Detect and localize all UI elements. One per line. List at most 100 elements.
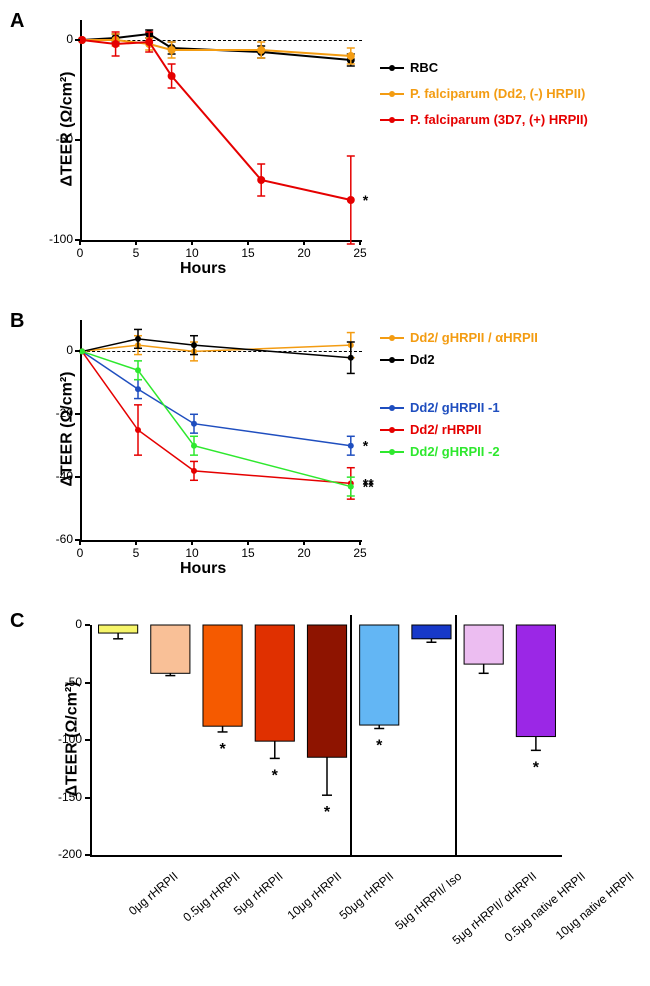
ytick-label: 0 (35, 32, 73, 46)
legend-label: Dd2/ gHRPII -1 (410, 400, 500, 415)
bar-label: 5μg rHRPII/ Iso (392, 869, 464, 933)
panel-label-b: B (10, 310, 24, 333)
group-divider (455, 615, 457, 855)
legend-item: Dd2/ gHRPII -2 (380, 444, 500, 459)
legend-item: P. falciparum (Dd2, (-) HRPII) (380, 86, 585, 101)
legend-marker-icon (380, 359, 404, 361)
svg-text:*: * (533, 759, 540, 776)
xtick-label: 15 (236, 246, 260, 260)
ytick-label: -200 (40, 847, 82, 861)
svg-text:*: * (376, 738, 383, 755)
bar-label: 0.5μg native HRPII (501, 869, 587, 945)
xtick-label: 0 (68, 546, 92, 560)
svg-text:*: * (272, 767, 279, 784)
panel-c-svg: * * * * * (92, 625, 562, 855)
legend-item: P. falciparum (3D7, (+) HRPII) (380, 112, 588, 127)
legend-label: Dd2/ gHRPII -2 (410, 444, 500, 459)
svg-text:*: * (363, 438, 369, 454)
ytick-label: 0 (40, 617, 82, 631)
panel-c-plot: * * * * * (90, 625, 562, 857)
xtick-label: 10 (180, 546, 204, 560)
legend-marker-icon (380, 429, 404, 431)
panel-a-ylabel: ΔTEER (Ω/cm²) (59, 72, 77, 187)
legend-label: Dd2/ rHRPII (410, 422, 482, 437)
legend-label: P. falciparum (3D7, (+) HRPII) (410, 112, 588, 127)
xtick (191, 540, 193, 545)
legend-marker-icon (380, 451, 404, 453)
xtick-label: 10 (180, 246, 204, 260)
panel-a-svg: * (82, 20, 362, 240)
legend-marker-icon (380, 93, 404, 95)
legend-item: Dd2/ gHRPII -1 (380, 400, 500, 415)
xtick (191, 240, 193, 245)
legend-item: Dd2 (380, 352, 435, 367)
xtick-label: 5 (124, 246, 148, 260)
xtick-label: 25 (348, 546, 372, 560)
legend-marker-icon (380, 407, 404, 409)
bar-label: 10μg rHRPII (284, 869, 344, 922)
xtick (135, 240, 137, 245)
svg-text:**: ** (363, 479, 374, 495)
ytick (85, 624, 90, 626)
bar-label: 0μg rHRPII (126, 869, 181, 918)
legend-item: Dd2/ gHRPII / αHRPII (380, 330, 538, 345)
legend-marker-icon (380, 67, 404, 69)
xtick-label: 20 (292, 246, 316, 260)
xtick (303, 240, 305, 245)
ytick (85, 739, 90, 741)
ytick-label: -100 (40, 732, 82, 746)
xtick-label: 5 (124, 546, 148, 560)
ytick-label: -20 (35, 406, 73, 420)
legend-label: RBC (410, 60, 438, 75)
panel-b-xlabel: Hours (180, 560, 226, 578)
panel-a-plot: * (80, 20, 362, 242)
xtick (79, 240, 81, 245)
legend-label: P. falciparum (Dd2, (-) HRPII) (410, 86, 585, 101)
legend-marker-icon (380, 119, 404, 121)
ytick (75, 350, 80, 352)
xtick (359, 240, 361, 245)
bar-label: 0.5μg rHRPII (181, 869, 243, 924)
ytick-label: -40 (35, 469, 73, 483)
ytick-label: -50 (40, 675, 82, 689)
ytick (75, 139, 80, 141)
svg-text:*: * (324, 804, 331, 821)
ytick (85, 854, 90, 856)
xtick-label: 15 (236, 546, 260, 560)
legend-item: Dd2/ rHRPII (380, 422, 482, 437)
legend-marker-icon (380, 337, 404, 339)
ytick-label: -50 (35, 132, 73, 146)
ytick-label: -60 (35, 532, 73, 546)
xtick-label: 20 (292, 546, 316, 560)
legend-label: Dd2 (410, 352, 435, 367)
xtick (247, 540, 249, 545)
ytick (75, 413, 80, 415)
xtick (359, 540, 361, 545)
ytick (75, 39, 80, 41)
panel-b-plot: ***** (80, 320, 362, 542)
ytick-label: 0 (35, 343, 73, 357)
xtick (247, 240, 249, 245)
panel-label-a: A (10, 10, 24, 33)
ytick (85, 682, 90, 684)
figure: A * ΔTEER (Ω/cm²) Hours RBC P. falciparum… (0, 0, 650, 986)
legend-label: Dd2/ gHRPII / αHRPII (410, 330, 538, 345)
xtick-label: 25 (348, 246, 372, 260)
svg-text:*: * (219, 741, 226, 758)
group-divider (350, 615, 352, 855)
panel-label-c: C (10, 610, 24, 633)
ytick (85, 797, 90, 799)
ytick-label: -150 (40, 790, 82, 804)
panel-b-svg: ***** (82, 320, 362, 540)
ytick (75, 476, 80, 478)
bar-label: 5μg rHRPII/ αHRPII (450, 869, 540, 947)
svg-text:*: * (363, 192, 369, 208)
panel-a-xlabel: Hours (180, 260, 226, 278)
legend-item: RBC (380, 60, 438, 75)
xtick-label: 0 (68, 246, 92, 260)
xtick (303, 540, 305, 545)
bar-label: 50μg rHRPII (337, 869, 397, 922)
ytick-label: -100 (35, 232, 73, 246)
xtick (79, 540, 81, 545)
xtick (135, 540, 137, 545)
